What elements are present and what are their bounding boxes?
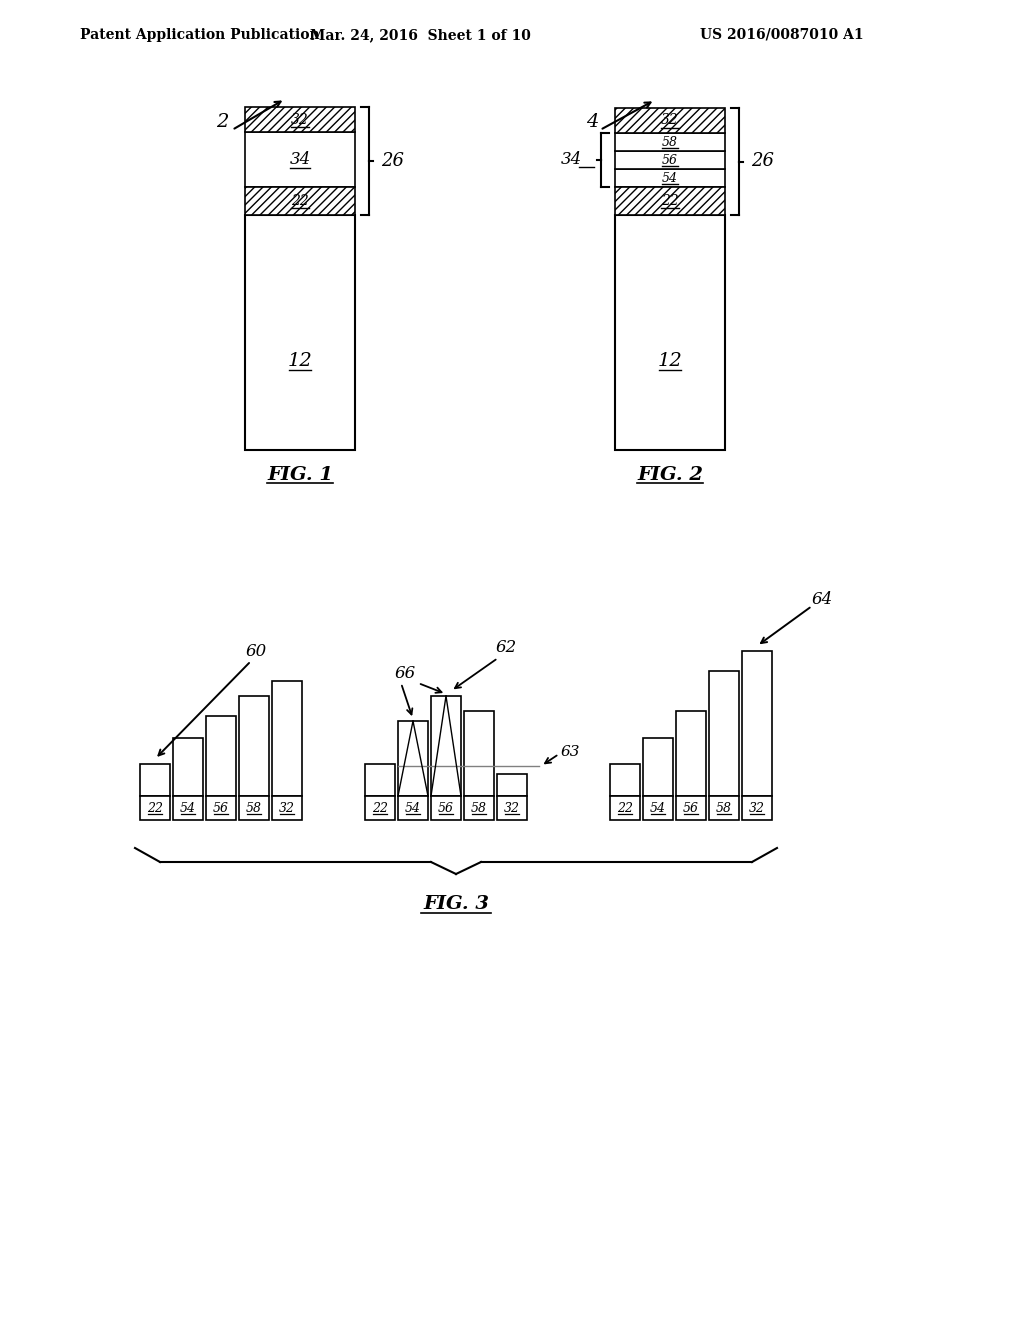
Text: 56: 56: [683, 801, 699, 814]
Bar: [497, 796, 527, 820]
Bar: [497, 774, 527, 796]
Bar: [206, 796, 236, 820]
Text: 63: 63: [561, 744, 581, 759]
Bar: [615, 215, 725, 450]
Bar: [676, 796, 706, 820]
Text: 58: 58: [716, 801, 732, 814]
Text: 62: 62: [496, 639, 517, 656]
Text: 54: 54: [180, 801, 196, 814]
Text: FIG. 3: FIG. 3: [423, 895, 489, 913]
Bar: [464, 796, 494, 820]
Text: 54: 54: [650, 801, 666, 814]
Text: Mar. 24, 2016  Sheet 1 of 10: Mar. 24, 2016 Sheet 1 of 10: [309, 28, 530, 42]
Bar: [245, 107, 355, 132]
Text: 4: 4: [586, 114, 598, 131]
Text: 32: 32: [749, 801, 765, 814]
Text: 34: 34: [560, 152, 582, 169]
Text: 64: 64: [811, 590, 833, 607]
Text: 32: 32: [291, 112, 309, 127]
Bar: [365, 764, 395, 796]
Text: 34: 34: [290, 150, 310, 168]
Bar: [615, 150, 725, 169]
Bar: [398, 796, 428, 820]
Bar: [709, 796, 739, 820]
Text: 56: 56: [662, 153, 678, 166]
Text: 26: 26: [381, 152, 404, 170]
Text: 22: 22: [147, 801, 163, 814]
Bar: [431, 696, 461, 796]
Bar: [239, 696, 269, 796]
Text: US 2016/0087010 A1: US 2016/0087010 A1: [700, 28, 863, 42]
Bar: [245, 187, 355, 215]
Text: 32: 32: [662, 114, 679, 128]
Text: 12: 12: [657, 351, 682, 370]
Bar: [742, 796, 772, 820]
Bar: [464, 711, 494, 796]
Text: 56: 56: [213, 801, 229, 814]
Bar: [610, 764, 640, 796]
Bar: [272, 796, 302, 820]
Text: 22: 22: [372, 801, 388, 814]
Text: Patent Application Publication: Patent Application Publication: [80, 28, 319, 42]
Bar: [239, 796, 269, 820]
Bar: [272, 681, 302, 796]
Bar: [245, 215, 355, 450]
Text: 32: 32: [504, 801, 520, 814]
Text: 12: 12: [288, 351, 312, 370]
Bar: [173, 796, 203, 820]
Text: FIG. 1: FIG. 1: [267, 466, 333, 484]
Bar: [206, 715, 236, 796]
Bar: [610, 796, 640, 820]
Bar: [709, 671, 739, 796]
Bar: [742, 651, 772, 796]
Text: 22: 22: [617, 801, 633, 814]
Bar: [365, 796, 395, 820]
Bar: [140, 796, 170, 820]
Bar: [615, 169, 725, 187]
Bar: [643, 738, 673, 796]
Bar: [398, 721, 428, 796]
Text: 32: 32: [279, 801, 295, 814]
Text: 58: 58: [662, 136, 678, 149]
Bar: [615, 133, 725, 150]
Text: 56: 56: [438, 801, 454, 814]
Bar: [173, 738, 203, 796]
Text: 54: 54: [406, 801, 421, 814]
Text: 58: 58: [246, 801, 262, 814]
Text: 2: 2: [216, 114, 228, 131]
Bar: [431, 796, 461, 820]
Bar: [676, 711, 706, 796]
Bar: [615, 108, 725, 133]
Text: 22: 22: [291, 194, 309, 209]
Bar: [643, 796, 673, 820]
Bar: [245, 132, 355, 187]
Text: 22: 22: [662, 194, 679, 209]
Text: 60: 60: [246, 643, 266, 660]
Text: 58: 58: [471, 801, 487, 814]
Text: 54: 54: [662, 172, 678, 185]
Text: 26: 26: [751, 153, 774, 170]
Bar: [615, 187, 725, 215]
Bar: [140, 764, 170, 796]
Text: FIG. 2: FIG. 2: [637, 466, 703, 484]
Text: 66: 66: [394, 664, 416, 681]
